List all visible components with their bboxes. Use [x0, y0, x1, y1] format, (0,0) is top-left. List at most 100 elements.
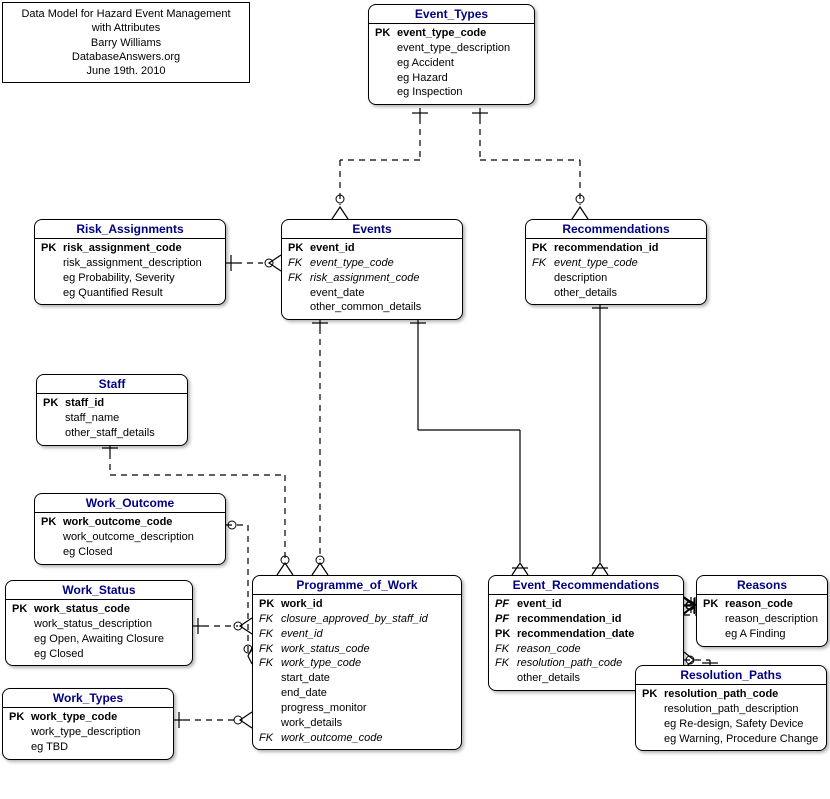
key-col: PK [495, 627, 517, 642]
name-col: risk_assignment_description [63, 256, 219, 271]
key-col [41, 545, 63, 560]
attr-row: PKrecommendation_id [526, 241, 706, 256]
key-col: FK [259, 627, 281, 642]
key-col: PK [41, 515, 63, 530]
attr-row: eg Re-design, Safety Device [636, 717, 826, 732]
key-col [41, 256, 63, 271]
name-col: work_outcome_code [63, 515, 219, 530]
name-col: reason_code [725, 597, 821, 612]
key-col: FK [495, 642, 517, 657]
entity-title: Staff [37, 375, 187, 394]
key-col: PK [9, 710, 31, 725]
key-col [703, 627, 725, 642]
name-col: event_date [310, 286, 456, 301]
key-col [43, 411, 65, 426]
name-col: eg Re-design, Safety Device [664, 717, 820, 732]
name-col: resolution_path_description [664, 702, 820, 717]
name-col: eg Probability, Severity [63, 271, 219, 286]
entity-title: Event_Recommendations [489, 576, 683, 595]
attr-row: event_date [282, 286, 462, 301]
key-col [642, 732, 664, 747]
entity-recommendations: RecommendationsPKrecommendation_idFKeven… [525, 219, 707, 305]
name-col: other_staff_details [65, 426, 181, 441]
key-col [41, 271, 63, 286]
name-col: event_id [310, 241, 456, 256]
attr-row: PKresolution_path_code [636, 687, 826, 702]
key-col [375, 71, 397, 86]
attr-row: FKreason_code [489, 642, 683, 657]
info-line: Barry Williams [11, 36, 241, 50]
entity-reasons: ReasonsPKreason_codereason_descriptioneg… [696, 575, 828, 647]
key-col: FK [532, 256, 554, 271]
key-col [9, 740, 31, 755]
attr-row: work_details [253, 716, 461, 731]
key-col [642, 717, 664, 732]
name-col: event_type_description [397, 41, 528, 56]
key-col [703, 612, 725, 627]
name-col: eg Inspection [397, 85, 528, 100]
key-col [259, 686, 281, 701]
name-col: event_id [281, 627, 455, 642]
attr-row: eg Hazard [369, 71, 534, 86]
key-col: PK [642, 687, 664, 702]
attr-row: reason_description [697, 612, 827, 627]
attr-row: PKreason_code [697, 597, 827, 612]
attr-row: eg Probability, Severity [35, 271, 225, 286]
attr-row: progress_monitor [253, 701, 461, 716]
name-col: eg Quantified Result [63, 286, 219, 301]
entity-attrs: PKwork_outcome_codework_outcome_descript… [35, 513, 225, 564]
name-col: eg Accident [397, 56, 528, 71]
name-col: end_date [281, 686, 455, 701]
key-col [259, 671, 281, 686]
name-col: event_type_code [397, 26, 528, 41]
name-col: work_status_code [34, 602, 186, 617]
name-col: closure_approved_by_staff_id [281, 612, 455, 627]
name-col: work_status_description [34, 617, 186, 632]
attr-row: eg TBD [3, 740, 173, 755]
attr-row: eg Accident [369, 56, 534, 71]
name-col: work_type_code [31, 710, 167, 725]
entity-title: Event_Types [369, 5, 534, 24]
key-col [259, 716, 281, 731]
name-col: staff_name [65, 411, 181, 426]
name-col: work_type_description [31, 725, 167, 740]
name-col: resolution_path_code [664, 687, 820, 702]
name-col: event_type_code [310, 256, 456, 271]
attr-row: FKevent_type_code [526, 256, 706, 271]
attr-row: risk_assignment_description [35, 256, 225, 271]
attr-row: start_date [253, 671, 461, 686]
name-col: recommendation_date [517, 627, 677, 642]
attr-row: eg Closed [35, 545, 225, 560]
attr-row: event_type_description [369, 41, 534, 56]
key-col [12, 632, 34, 647]
key-col [12, 647, 34, 662]
key-col [532, 271, 554, 286]
attr-row: PKwork_type_code [3, 710, 173, 725]
attr-row: PKwork_status_code [6, 602, 192, 617]
attr-row: eg A Finding [697, 627, 827, 642]
entity-title: Programme_of_Work [253, 576, 461, 595]
entity-attrs: PKevent_type_codeevent_type_descriptione… [369, 24, 534, 104]
attr-row: description [526, 271, 706, 286]
key-col [12, 617, 34, 632]
attr-row: PKwork_id [253, 597, 461, 612]
entity-attrs: PKwork_status_codework_status_descriptio… [6, 600, 192, 665]
name-col: work_outcome_description [63, 530, 219, 545]
attr-row: end_date [253, 686, 461, 701]
attr-row: PFevent_id [489, 597, 683, 612]
name-col: work_id [281, 597, 455, 612]
key-col: PF [495, 597, 517, 612]
key-col: FK [259, 612, 281, 627]
attr-row: FKwork_status_code [253, 642, 461, 657]
key-col [43, 426, 65, 441]
attr-row: work_type_description [3, 725, 173, 740]
info-line: with Attributes [11, 21, 241, 35]
name-col: eg Closed [34, 647, 186, 662]
entity-title: Work_Types [3, 689, 173, 708]
key-col: PK [259, 597, 281, 612]
key-col [532, 286, 554, 301]
key-col: PK [375, 26, 397, 41]
name-col: reason_code [517, 642, 677, 657]
entity-title: Resolution_Paths [636, 666, 826, 685]
name-col: start_date [281, 671, 455, 686]
